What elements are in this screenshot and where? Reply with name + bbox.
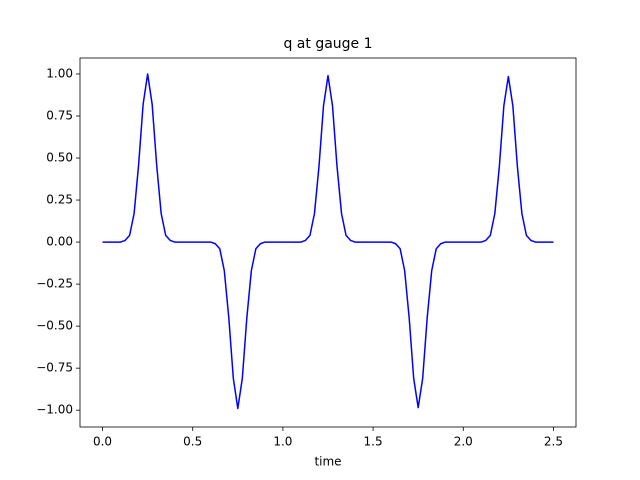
x-tick-label: 1.0 bbox=[273, 435, 292, 449]
chart-title: q at gauge 1 bbox=[283, 36, 372, 52]
y-tick-label: 0.50 bbox=[46, 151, 73, 165]
x-axis-label: time bbox=[314, 455, 341, 469]
x-tick-label: 0.5 bbox=[183, 435, 202, 449]
y-tick-label: −0.25 bbox=[36, 277, 73, 291]
y-tick-label: −0.50 bbox=[36, 319, 73, 333]
y-tick-label: −0.75 bbox=[36, 361, 73, 375]
y-tick-label: −1.00 bbox=[36, 403, 73, 417]
data-line bbox=[102, 73, 554, 410]
x-tick-label: 2.5 bbox=[544, 435, 563, 449]
y-tick-label: 0.00 bbox=[46, 235, 73, 249]
x-tick-label: 1.5 bbox=[364, 435, 383, 449]
plot-frame bbox=[79, 57, 577, 428]
x-tick-label: 0.0 bbox=[93, 435, 112, 449]
x-tick-label: 2.0 bbox=[454, 435, 473, 449]
y-tick-label: 0.25 bbox=[46, 193, 73, 207]
y-tick-label: 1.00 bbox=[46, 66, 73, 80]
y-tick-label: 0.75 bbox=[46, 108, 73, 122]
